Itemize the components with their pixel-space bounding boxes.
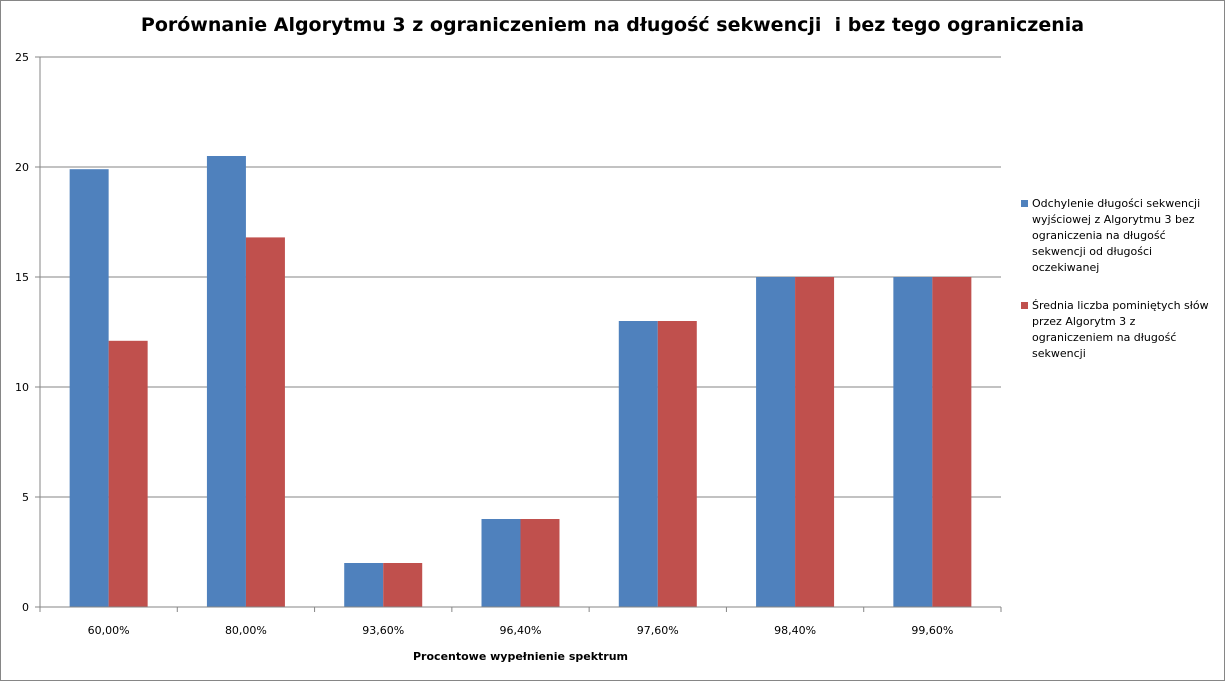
x-tick-label: 93,60% <box>362 624 404 637</box>
chart-title: Porównanie Algorytmu 3 z ograniczeniem n… <box>140 14 1085 36</box>
x-axis-title: Procentowe wypełnienie spektrum <box>413 650 628 663</box>
bar-series-1 <box>344 563 384 607</box>
y-tick-label: 15 <box>15 271 29 284</box>
legend-label-series-2: Średnia liczba pominiętych słów przez Al… <box>1032 299 1209 360</box>
bar-series-2 <box>795 277 835 607</box>
legend-label-series-1: Odchylenie długości sekwencji wyjściowej… <box>1032 197 1201 274</box>
legend: Odchylenie długości sekwencji wyjściowej… <box>1020 196 1220 384</box>
bar-series-2 <box>657 321 697 607</box>
y-tick-label: 25 <box>15 51 29 64</box>
gridlines <box>40 56 1001 498</box>
bar-series-1 <box>893 277 933 607</box>
x-tick-label: 98,40% <box>774 624 816 637</box>
legend-swatch-series-2 <box>1021 302 1028 309</box>
y-tick-label: 5 <box>22 491 29 504</box>
y-tick-label: 20 <box>15 161 29 174</box>
x-tick-label: 97,60% <box>637 624 679 637</box>
bar-series-2 <box>932 277 972 607</box>
bar-series-2 <box>108 340 148 607</box>
bar-series-1 <box>69 169 109 607</box>
x-tick-label: 99,60% <box>911 624 953 637</box>
x-tick-label: 80,00% <box>225 624 267 637</box>
bar-series-1 <box>206 156 246 607</box>
bar-series-1 <box>481 519 521 607</box>
x-tick-label: 60,00% <box>88 624 130 637</box>
bar-series-1 <box>756 277 796 607</box>
y-tick-label: 10 <box>15 381 29 394</box>
axes: 0 5 10 15 20 25 60,00% 80,00% 93,60% 96,40% 97,60%… <box>15 51 1002 637</box>
legend-item-series-1: Odchylenie długości sekwencji wyjściowej… <box>1020 196 1220 276</box>
y-tick-label: 0 <box>22 601 29 614</box>
bar-series-2 <box>245 237 285 607</box>
legend-swatch-series-1 <box>1021 200 1028 207</box>
bar-series-2 <box>383 563 423 607</box>
legend-item-series-2: Średnia liczba pominiętych słów przez Al… <box>1020 298 1220 362</box>
bars <box>69 156 972 607</box>
x-tick-label: 96,40% <box>500 624 542 637</box>
bar-series-2 <box>520 519 560 607</box>
bar-series-1 <box>618 321 658 607</box>
